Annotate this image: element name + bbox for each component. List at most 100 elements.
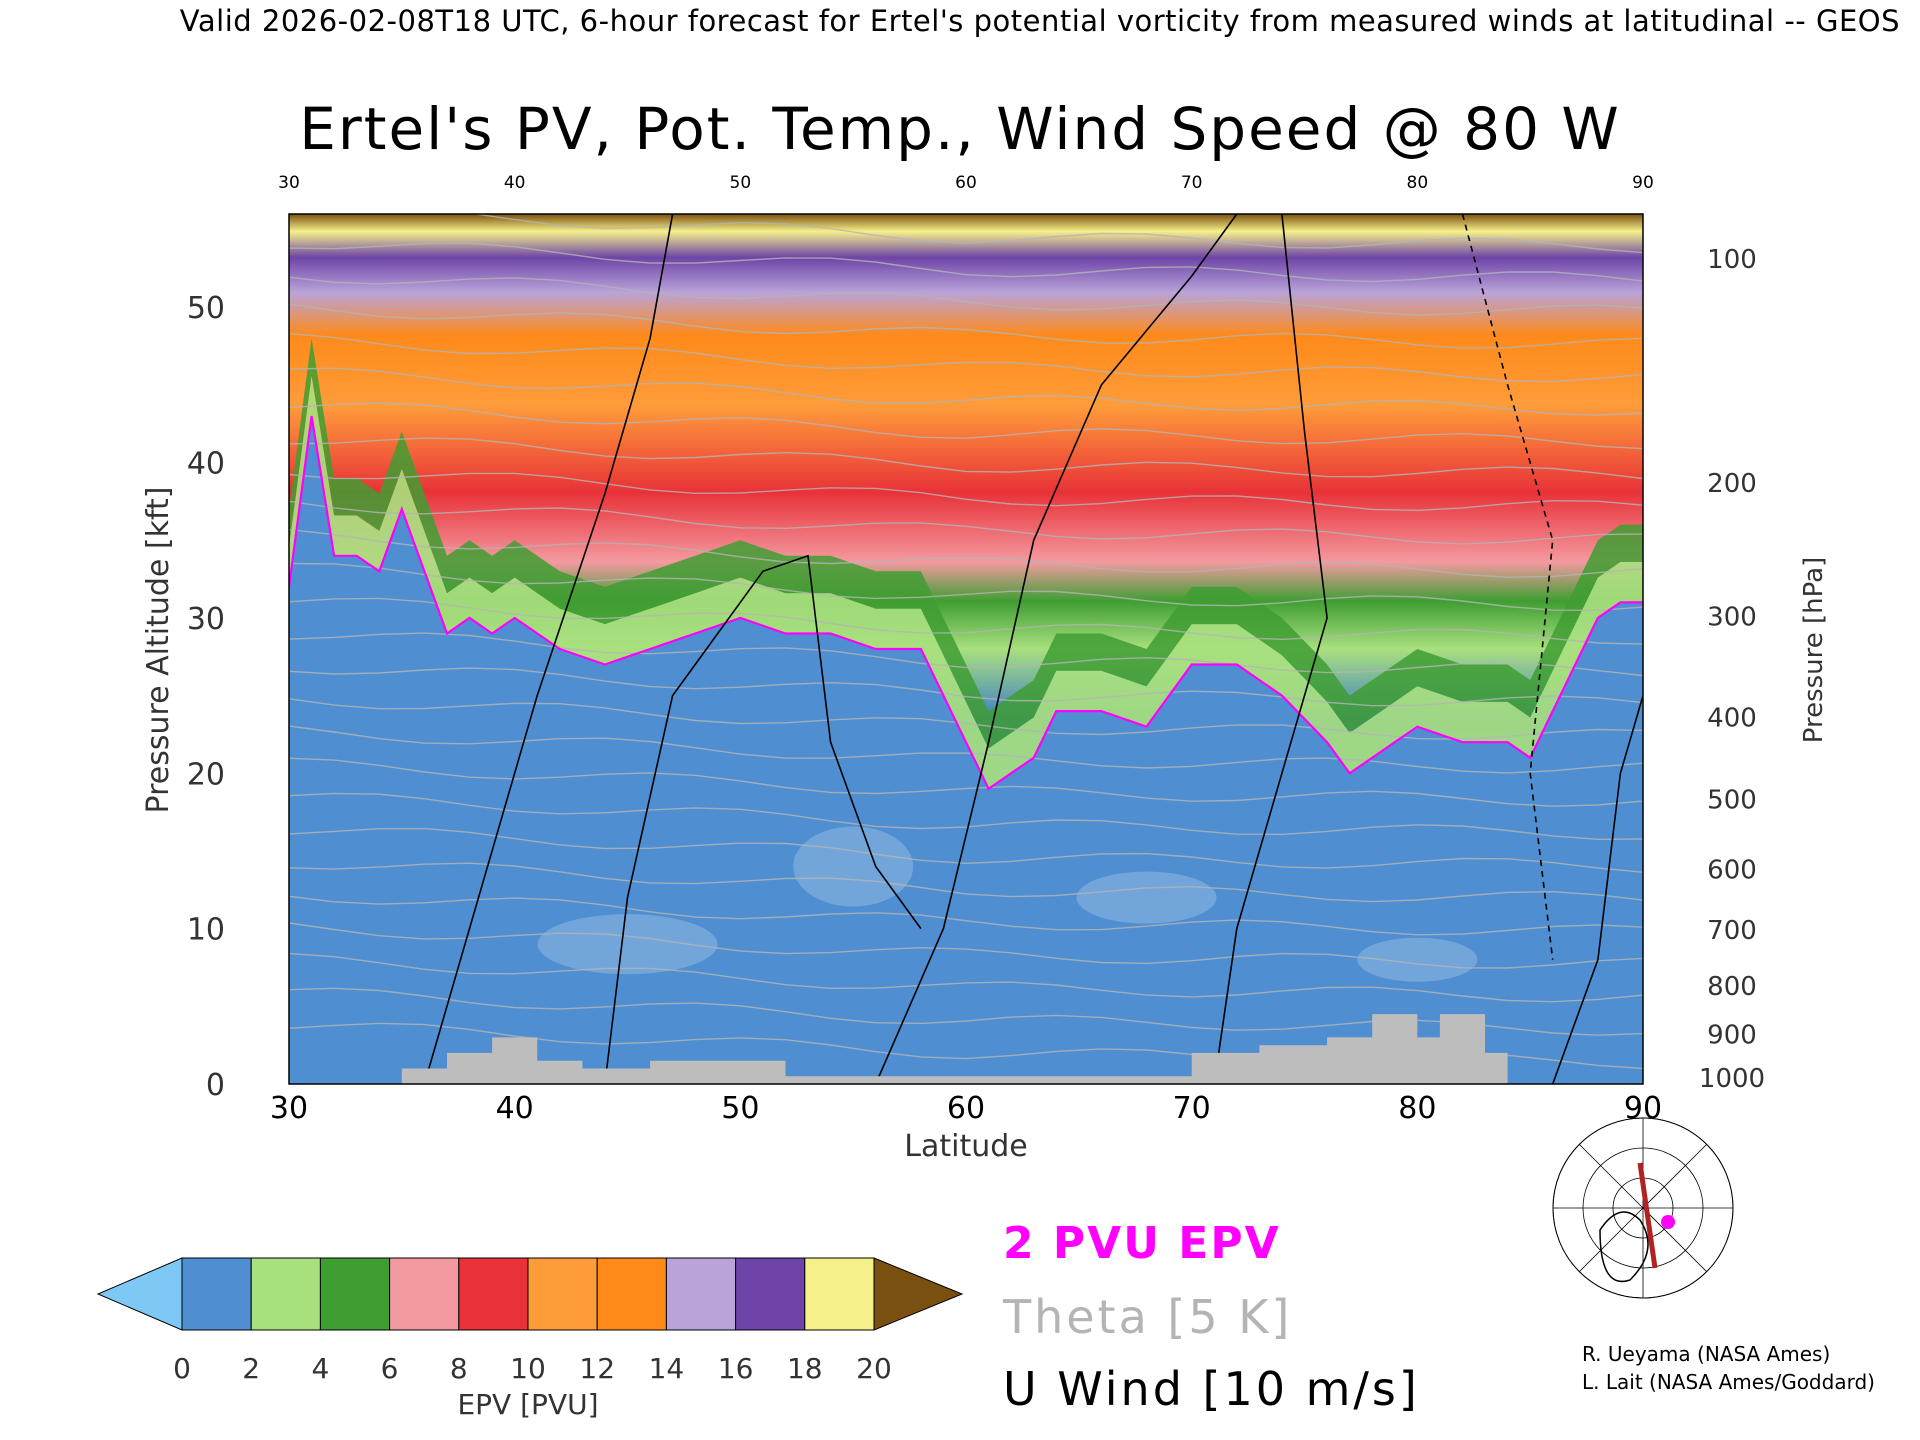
- pv-dark-green-band: [289, 338, 1643, 749]
- x-tick-label: 80: [1398, 1091, 1436, 1126]
- theta-contour: [470, 214, 1643, 254]
- colorbar-label: EPV [PVU]: [457, 1388, 598, 1421]
- y-axis-label: Pressure Altitude [kft]: [141, 487, 176, 814]
- pv-light-patch: [1357, 937, 1478, 982]
- colorbar-tick-label: 14: [649, 1352, 685, 1385]
- colorbar-tick-label: 20: [856, 1352, 892, 1385]
- map-meridian: [1579, 1207, 1644, 1272]
- theta-contour: [289, 437, 1643, 480]
- pvu-2-contour: [289, 415, 1643, 791]
- y-tick-label: 0: [206, 1068, 225, 1103]
- y-tick-label: 30: [187, 602, 225, 637]
- theta-contour: [289, 332, 1643, 383]
- legend-u-wind: U Wind [10 m/s]: [1003, 1362, 1420, 1416]
- colorbar-tick-label: 12: [579, 1352, 615, 1385]
- x-top-tick-label: 30: [278, 173, 300, 193]
- map-coastline: [1599, 1211, 1649, 1283]
- theta-contour: [289, 472, 1643, 512]
- theta-contour: [289, 698, 1643, 741]
- theta-contour: [289, 562, 1643, 612]
- x-top-tick-label: 60: [955, 173, 977, 193]
- colorbar-tick-label: 10: [510, 1352, 546, 1385]
- colorbar-segment: [735, 1257, 806, 1331]
- colorbar-tick-label: 18: [787, 1352, 823, 1385]
- map-meridian: [1579, 1144, 1644, 1209]
- theta-contour: [289, 500, 1643, 545]
- pressure-tick-label: 300: [1707, 602, 1757, 632]
- colorbar-segment: [181, 1257, 252, 1331]
- pv-light-patch: [537, 914, 718, 975]
- theta-contour: [289, 667, 1643, 707]
- x-top-tick-label: 90: [1632, 173, 1654, 193]
- colorbar-segment: [389, 1257, 460, 1331]
- pressure-tick-label: 900: [1707, 1020, 1757, 1050]
- x-axis-label: Latitude: [904, 1129, 1027, 1164]
- pv-light-patch: [1076, 871, 1217, 924]
- location-map: [1552, 1117, 1734, 1299]
- pressure-axis-label: Pressure [hPa]: [1799, 557, 1829, 744]
- theta-contour: [289, 276, 1643, 316]
- colorbar-segment: [527, 1257, 598, 1331]
- y-tick-label: 50: [187, 291, 225, 326]
- colorbar-segment: [319, 1257, 391, 1331]
- colorbar-tick-label: 6: [381, 1352, 399, 1385]
- credit-line-2: L. Lait (NASA Ames/Goddard): [1582, 1370, 1875, 1394]
- axes-layer: 3030404050506060707080809090Latitude0102…: [141, 173, 1829, 1164]
- pressure-tick-label: 400: [1707, 703, 1757, 733]
- theta-contour: [289, 303, 1643, 349]
- colorbar-segment: [804, 1257, 875, 1331]
- pressure-tick-label: 700: [1707, 916, 1757, 946]
- chart-title: Ertel's PV, Pot. Temp., Wind Speed @ 80 …: [299, 95, 1621, 163]
- legend-theta: Theta [5 K]: [1003, 1290, 1293, 1344]
- theta-contour: [289, 792, 1643, 841]
- plot-frame: [288, 213, 1644, 1085]
- map-meridian: [1642, 1207, 1707, 1272]
- u-wind-contour: [423, 214, 674, 1084]
- colorbar-segment: [596, 1257, 667, 1331]
- pressure-tick-label: 600: [1707, 856, 1757, 886]
- theta-contour: [289, 367, 1643, 416]
- pressure-tick-label: 100: [1707, 245, 1757, 275]
- y-tick-label: 20: [187, 757, 225, 792]
- u-wind-contour: [1213, 214, 1328, 1084]
- colorbar-tick-label: 16: [718, 1352, 754, 1385]
- colorbar-segment: [458, 1257, 529, 1331]
- pv-field: [289, 214, 1643, 1084]
- pv-green-band: [289, 375, 1643, 789]
- x-tick-label: 30: [270, 1091, 308, 1126]
- colorbar-under-arrow: [96, 1257, 183, 1331]
- x-top-tick-label: 50: [730, 173, 752, 193]
- pressure-tick-label: 800: [1707, 972, 1757, 1002]
- theta-contour: [289, 827, 1643, 873]
- legend-pvu: 2 PVU EPV: [1003, 1218, 1281, 1269]
- colorbar: 0 2 4 6 8 10 12 14 16 18 20 EPV [PVU]: [96, 1257, 964, 1421]
- theta-contour: [289, 757, 1643, 807]
- theta-contour: [289, 402, 1643, 450]
- u-wind-contour: [604, 554, 922, 1084]
- x-tick-label: 60: [947, 1091, 985, 1126]
- colorbar-tick-label: 4: [311, 1352, 329, 1385]
- pressure-tick-label: 200: [1707, 469, 1757, 499]
- theta-contour: [289, 632, 1643, 677]
- theta-contour: [289, 862, 1643, 903]
- plot-area: [289, 214, 1643, 1084]
- x-top-tick-label: 70: [1181, 173, 1203, 193]
- theta-contour: [289, 725, 1643, 774]
- colorbar-tick-label: 0: [173, 1352, 191, 1385]
- theta-contour: [289, 242, 1643, 283]
- x-tick-label: 40: [496, 1091, 534, 1126]
- u-wind-contour: [1551, 695, 1643, 1084]
- x-top-tick-label: 80: [1407, 173, 1429, 193]
- theta-contour: [289, 952, 1643, 1003]
- colorbar-tick-label: 2: [242, 1352, 260, 1385]
- credit-line-1: R. Ueyama (NASA Ames): [1582, 1342, 1831, 1366]
- map-section-line: [1637, 1162, 1658, 1269]
- terrain: [401, 1014, 1508, 1084]
- colorbar-tick-label: 8: [450, 1352, 468, 1385]
- forecast-header: Valid 2026-02-08T18 UTC, 6-hour forecast…: [179, 4, 1900, 38]
- theta-contour: [289, 528, 1643, 578]
- map-meridian: [1642, 1144, 1707, 1209]
- pressure-tick-label: 500: [1707, 786, 1757, 816]
- x-top-tick-label: 40: [504, 173, 526, 193]
